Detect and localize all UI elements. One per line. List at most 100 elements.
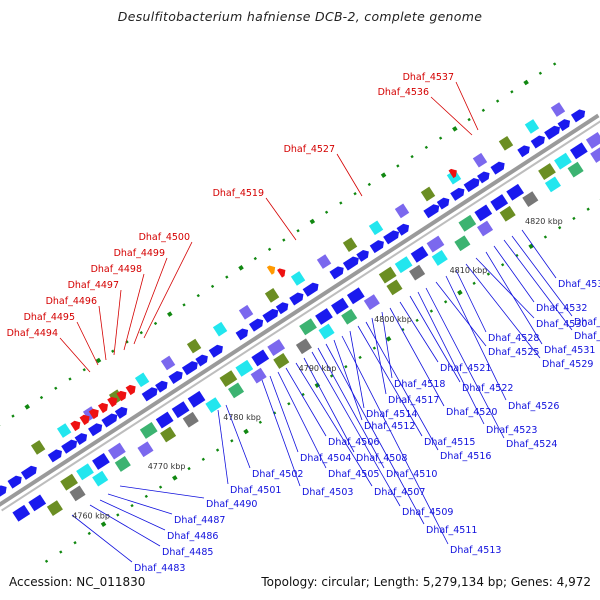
tick-dot [538,71,543,75]
tick-dot [510,90,514,94]
leader-line [475,257,535,319]
leader-line [430,96,473,136]
gene-box [368,220,384,236]
leader-line [261,379,301,487]
leader-line [89,504,161,547]
gene-label: Dhaf_4537 [403,72,454,83]
gene-arrow [141,387,158,402]
tick-dot [586,207,590,211]
gene-box [410,245,429,263]
gene-box [550,102,566,117]
gene-box [315,308,333,325]
gene-box [394,256,413,274]
tick-dot [438,136,443,140]
backbone-rail [0,113,600,507]
gene-box [134,372,150,388]
gene-label: Dhaf_4498 [91,264,142,275]
gene-label: Dhaf_4506 [328,437,379,448]
gene-box [139,421,158,439]
gene-label: Dhaf_4494 [7,328,58,339]
tick-dot [385,336,392,342]
gene-label: Dhaf_4508 [356,453,407,464]
leader-line [325,343,425,525]
tick-dot [130,503,134,508]
leader-line [59,337,91,373]
tick-dot [187,466,191,471]
gene-arrow [557,119,571,132]
gene-arrow [396,223,410,236]
leader-line [465,263,541,359]
gene-arrow [70,420,81,432]
gene-label: Dhaf_4512 [364,421,415,432]
gene-box [137,441,154,458]
gene-label: Dhaf_4502 [252,469,303,480]
gene-box [219,370,238,388]
scale-label: 4820 kbp [525,217,563,226]
gene-labels: 4760 kbp 4770 kbp 4780 kbp 4790 kbp 4800 kbp… [7,72,600,574]
gene-box [46,500,63,516]
gene-box [346,287,365,305]
gene-arrow [289,292,304,306]
gene-label: Dhaf_4513 [450,545,501,556]
leader-line [357,325,423,437]
tick-dot [380,172,387,178]
tick-dot [201,457,205,461]
label-leader-lines [59,81,573,563]
gene-box [186,338,202,354]
tick-dot [324,210,329,214]
tick-dot [44,559,49,563]
tick-dot [329,374,334,378]
tick-dot [282,238,286,242]
gene-arrow [570,109,586,123]
gene-label: Dhaf_4514 [366,409,417,420]
gene-label: Dhaf_4490 [206,499,257,510]
gene-label: Dhaf_4497 [68,280,119,291]
tick-dot [367,182,371,187]
leader-line [285,367,327,437]
gene-label: Dhaf_4516 [440,451,491,462]
tick-dot [111,349,115,353]
tick-dot [552,62,557,66]
scale-label: 4780 kbp [223,413,261,422]
leader-line [123,273,145,351]
gene-label: Dhaf_4531 [544,345,595,356]
tick-dot [172,475,178,481]
gene-label: Dhaf_4528 [488,333,539,344]
tick-dot [267,247,272,251]
leader-line [76,321,99,366]
gene-box [267,339,286,356]
gene-arrow [7,475,22,489]
gene-arrow [302,282,319,297]
leader-line [225,404,251,469]
gene-box [160,355,176,371]
tick-dot [372,346,377,350]
gene-arrow [61,439,78,454]
gene-label: Dhaf_4509 [402,507,453,518]
tick-dot [100,521,107,527]
tick-dot [429,309,434,313]
gene-box [499,205,516,222]
gene-box [409,264,426,281]
scale-label: 4790 kbp [299,364,337,373]
gene-label: Dhaf_4518 [394,379,445,390]
gene-arrow [0,485,7,497]
gene-label: Dhaf_4515 [424,437,475,448]
gene-box [554,152,572,170]
leader-line [485,251,543,345]
gene-label: Dhaf_4525 [488,347,539,358]
gene-box [342,237,358,253]
gene-box [12,504,31,522]
gene-arrow [450,187,465,201]
gene-label: Dhaf_4521 [440,363,491,374]
gene-label: Dhaf_4523 [486,425,537,436]
gene-box [538,163,556,180]
gene-arrow [47,449,62,463]
tick-dot [287,402,291,406]
tick-dot [210,284,215,289]
gene-arrow [107,396,118,408]
leader-line [333,339,363,421]
tick-dot [68,377,72,381]
gene-box [394,203,410,219]
leader-line [445,275,507,401]
